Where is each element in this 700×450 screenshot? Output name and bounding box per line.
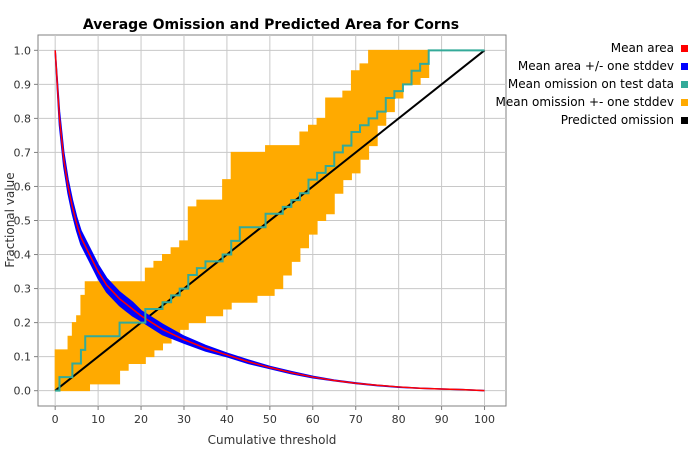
- x-tick-label: 100: [474, 413, 495, 426]
- y-tick-label: 0.1: [14, 351, 32, 364]
- legend-swatch: [681, 45, 688, 52]
- y-tick-label: 0.2: [14, 317, 32, 330]
- predicted-omission-line: [54, 49, 486, 392]
- y-tick-label: 0.5: [14, 215, 32, 228]
- y-tick-label: 0.3: [14, 283, 32, 296]
- legend-swatch: [681, 117, 688, 124]
- y-tick-label: 0.9: [14, 78, 32, 91]
- y-tick-label: 0.7: [14, 146, 32, 159]
- x-tick-label: 70: [349, 413, 363, 426]
- x-tick-label: 60: [306, 413, 320, 426]
- mean-area-line: [54, 50, 485, 392]
- x-tick-label: 10: [91, 413, 105, 426]
- legend-label: Mean omission +- one stddev: [496, 95, 675, 109]
- legend-label: Mean area: [611, 41, 674, 55]
- series-layer: [54, 49, 486, 392]
- y-tick-label: 0.8: [14, 112, 32, 125]
- x-tick-label: 50: [263, 413, 277, 426]
- tick-labels: 0 10 20 30 40 50 60 70 80 90 100 0.0 0.1 0.2 0.3 0.4 0.5…: [14, 44, 496, 426]
- legend-swatch: [681, 63, 688, 70]
- legend-label: Predicted omission: [561, 113, 674, 127]
- x-tick-label: 40: [220, 413, 234, 426]
- x-tick-label: 0: [52, 413, 59, 426]
- y-tick-label: 0.6: [14, 180, 32, 193]
- chart-title: Average Omission and Predicted Area for …: [83, 17, 459, 33]
- legend-swatch: [681, 99, 688, 106]
- y-axis-label: Fractional value: [3, 172, 17, 267]
- x-tick-label: 90: [435, 413, 449, 426]
- y-tick-label: 0.0: [14, 385, 32, 398]
- x-tick-label: 80: [392, 413, 406, 426]
- x-axis-label: Cumulative threshold: [208, 433, 337, 447]
- legend-label: Mean area +/- one stddev: [518, 59, 674, 73]
- x-tick-label: 30: [177, 413, 191, 426]
- y-tick-label: 0.4: [14, 249, 32, 262]
- y-tick-label: 1.0: [14, 44, 32, 57]
- legend: Mean area Mean area +/- one stddev Mean om…: [496, 41, 688, 127]
- mean-omission-line: [55, 49, 485, 392]
- legend-swatch: [681, 81, 688, 88]
- x-tick-label: 20: [134, 413, 148, 426]
- legend-label: Mean omission on test data: [508, 77, 674, 91]
